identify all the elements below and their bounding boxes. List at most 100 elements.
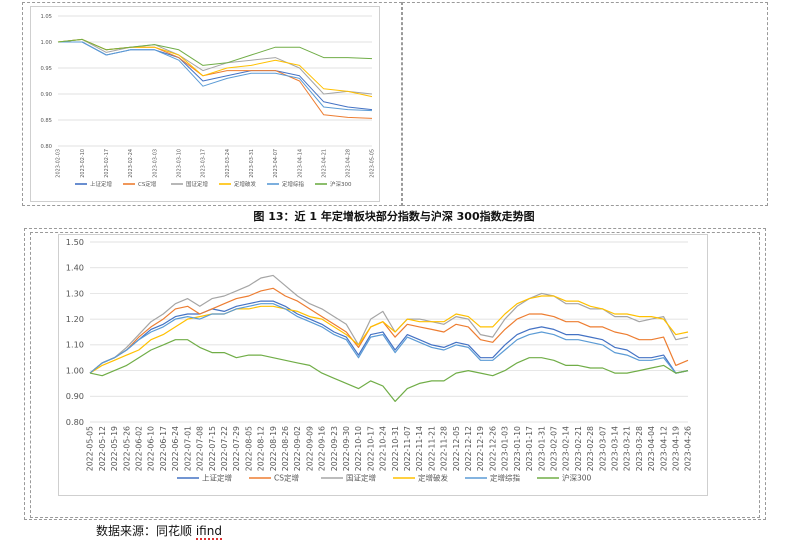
x-tick-label: 2022-08-26	[281, 426, 290, 471]
x-tick-label: 2022-12-19	[476, 426, 485, 471]
x-tick-label: 2023-03-03	[152, 149, 158, 178]
x-tick-label: 2023-01-10	[513, 426, 522, 471]
x-tick-label: 2022-05-05	[86, 426, 95, 471]
x-tick-label: 2022-07-08	[196, 426, 205, 471]
top-right-frame	[402, 2, 768, 206]
y-tick-label: 1.00	[66, 365, 84, 375]
legend-label: 沪深300	[562, 473, 592, 483]
x-tick-label: 2022-05-12	[98, 426, 107, 471]
legend-label: 沪深300	[330, 180, 352, 188]
x-tick-label: 2022-09-30	[342, 426, 351, 471]
x-tick-label: 2023-02-24	[128, 149, 134, 178]
x-tick-label: 2023-05-05	[370, 149, 376, 178]
y-tick-label: 1.20	[66, 314, 84, 324]
y-tick-label: 1.30	[66, 288, 84, 298]
x-tick-label: 2022-06-17	[159, 426, 168, 471]
top-left-frame	[22, 2, 402, 206]
legend-label: 国证定增	[346, 473, 376, 483]
x-tick-label: 2023-02-03	[56, 149, 62, 178]
x-tick-label: 2023-02-07	[549, 426, 558, 471]
y-tick-label: 0.90	[66, 391, 84, 401]
series-line	[89, 287, 689, 374]
x-tick-label: 2023-04-19	[672, 426, 681, 471]
x-tick-label: 2022-08-12	[257, 426, 266, 471]
x-tick-label: 2022-12-26	[488, 426, 497, 471]
series-line	[89, 295, 689, 374]
x-tick-label: 2022-11-28	[440, 426, 449, 471]
x-tick-label: 2023-03-24	[225, 149, 231, 178]
series-line	[89, 303, 689, 374]
figure-title: 图 13：近 1 年定增板块部分指数与沪深 300指数走势图	[253, 210, 535, 223]
x-tick-label: 2023-02-10	[80, 149, 86, 178]
series-line	[58, 41, 373, 112]
x-tick-label: 2023-03-14	[611, 426, 620, 471]
x-tick-label: 2023-02-14	[562, 426, 571, 471]
legend-label: CS定增	[138, 180, 156, 188]
x-tick-label: 2022-10-31	[391, 426, 400, 471]
x-tick-label: 2023-04-12	[659, 426, 668, 471]
series-line	[89, 300, 689, 374]
y-tick-label: 1.50	[66, 237, 84, 247]
y-tick-label: 1.10	[66, 340, 84, 350]
x-tick-label: 2023-04-04	[647, 426, 656, 471]
x-tick-label: 2022-06-02	[135, 426, 144, 471]
x-tick-label: 2023-03-31	[249, 149, 255, 178]
x-tick-label: 2022-11-14	[415, 426, 424, 471]
x-tick-label: 2023-02-21	[574, 426, 583, 471]
x-tick-label: 2023-01-03	[501, 426, 510, 471]
x-tick-label: 2022-10-17	[366, 426, 375, 471]
x-tick-label: 2022-09-23	[330, 426, 339, 471]
x-tick-label: 2022-10-24	[379, 426, 388, 471]
main-chart-panel	[58, 234, 708, 496]
x-tick-label: 2023-03-10	[176, 149, 182, 178]
legend-label: 上证定增	[202, 473, 232, 483]
y-tick-label: 1.40	[66, 263, 84, 273]
x-tick-label: 2023-01-31	[537, 426, 546, 471]
x-tick-label: 2023-03-07	[598, 426, 607, 471]
legend-label: 定增综指	[490, 473, 520, 483]
x-tick-label: 2023-03-17	[201, 149, 207, 178]
x-tick-label: 2022-07-22	[220, 426, 229, 471]
x-tick-label: 2022-12-12	[464, 426, 473, 471]
x-tick-label: 2023-02-28	[586, 426, 595, 471]
legend-label: 定增破发	[418, 473, 448, 483]
x-tick-label: 2022-10-10	[354, 426, 363, 471]
x-tick-label: 2022-11-07	[403, 426, 412, 471]
legend-label: 国证定增	[186, 180, 208, 188]
x-tick-label: 2022-11-21	[427, 426, 436, 471]
x-tick-label: 2023-01-17	[525, 426, 534, 471]
source-brand: ifind	[195, 524, 222, 540]
x-tick-label: 2022-08-19	[269, 426, 278, 471]
x-tick-label: 2023-02-17	[104, 149, 110, 178]
x-tick-label: 2022-09-02	[293, 426, 302, 471]
bottom-frame	[24, 228, 766, 520]
x-tick-label: 2022-05-19	[110, 426, 119, 471]
x-tick-label: 2023-04-26	[684, 426, 693, 471]
legend-label: 上证定增	[90, 180, 112, 188]
x-tick-label: 2022-05-26	[122, 426, 131, 471]
series-line	[57, 38, 373, 66]
y-tick-label: 0.95	[40, 66, 52, 72]
x-tick-label: 2022-07-29	[232, 426, 241, 471]
y-tick-label: 0.85	[40, 118, 52, 124]
x-tick-label: 2022-09-16	[318, 426, 327, 471]
y-tick-label: 0.90	[40, 92, 52, 98]
x-tick-label: 2023-04-21	[321, 149, 327, 178]
legend-label: CS定增	[274, 473, 299, 483]
x-tick-label: 2022-12-05	[452, 426, 461, 471]
legend-label: 定增破发	[234, 180, 257, 188]
y-tick-label: 1.05	[40, 14, 52, 20]
x-tick-label: 2023-03-21	[623, 426, 632, 471]
y-tick-label: 0.80	[66, 417, 84, 427]
bottom-inner-frame	[30, 232, 760, 518]
x-tick-label: 2023-04-14	[297, 149, 303, 178]
x-tick-label: 2022-09-09	[305, 426, 314, 471]
x-tick-label: 2023-04-28	[346, 149, 352, 178]
y-tick-label: 0.80	[40, 144, 52, 150]
x-tick-label: 2023-03-28	[635, 426, 644, 471]
series-line	[89, 274, 689, 374]
legend-label: 定增综指	[282, 180, 305, 188]
x-tick-label: 2023-04-07	[273, 149, 279, 178]
x-tick-label: 2022-06-24	[171, 426, 180, 471]
